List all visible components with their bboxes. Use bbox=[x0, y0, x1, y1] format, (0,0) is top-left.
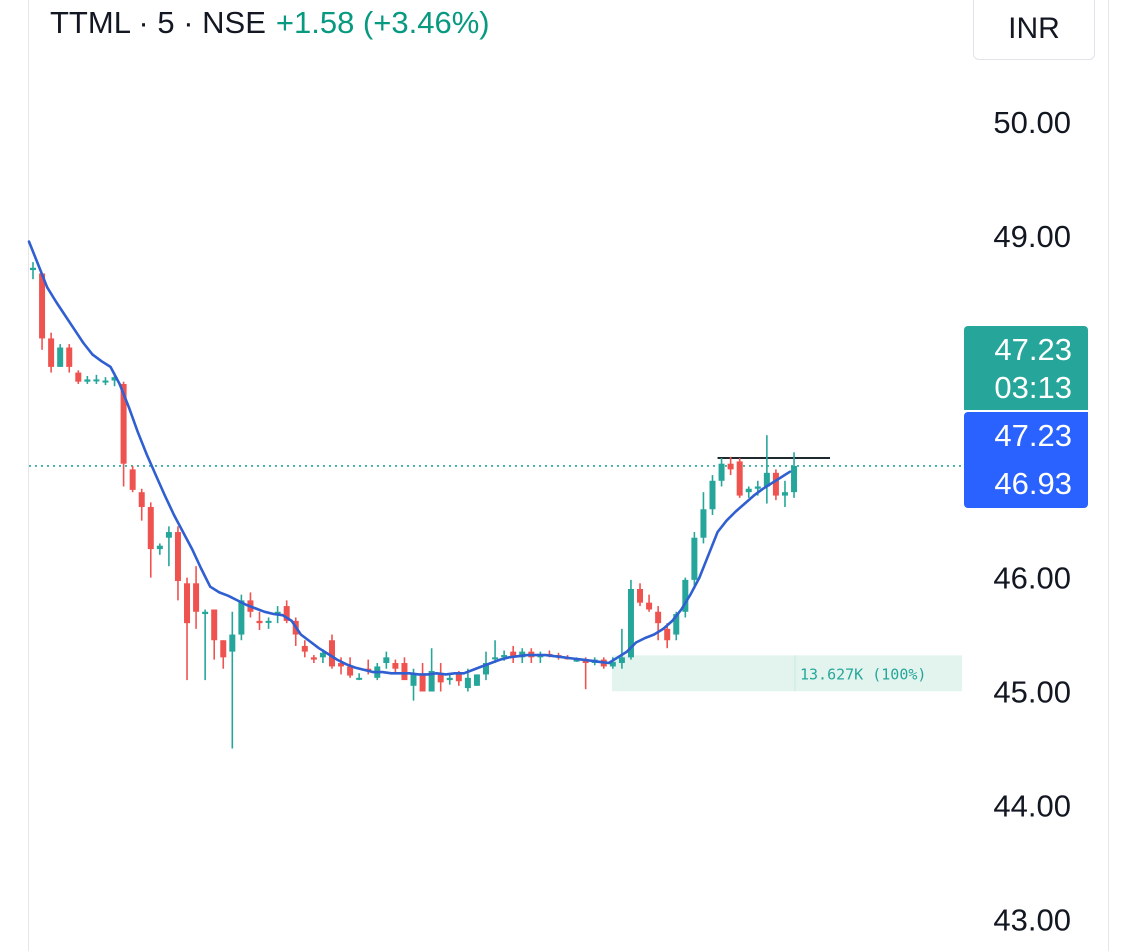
candle-body bbox=[301, 645, 308, 652]
candle-body bbox=[464, 677, 471, 689]
candle-body bbox=[138, 492, 145, 507]
symbol-line[interactable]: TTML · 5 · NSE bbox=[50, 5, 266, 40]
y-tick-label: 49.00 bbox=[993, 219, 1071, 254]
candle-body bbox=[319, 652, 326, 658]
candle-body bbox=[754, 486, 761, 489]
candle-body bbox=[283, 606, 290, 621]
candle-body bbox=[718, 463, 725, 481]
price-scale-border bbox=[1108, 0, 1109, 951]
candle-body bbox=[184, 583, 191, 624]
candle-body bbox=[356, 677, 363, 680]
candle-body bbox=[492, 657, 499, 660]
volume-profile-zone bbox=[612, 655, 962, 692]
candle-body bbox=[102, 380, 109, 383]
candle-body bbox=[328, 640, 335, 667]
candle-body bbox=[220, 640, 227, 658]
candle-body bbox=[618, 657, 625, 664]
candle-body bbox=[745, 488, 752, 493]
candle-body bbox=[165, 532, 172, 538]
candle-body bbox=[111, 377, 118, 381]
candle-body bbox=[791, 465, 798, 493]
candle-body bbox=[446, 677, 453, 681]
candle-body bbox=[655, 611, 662, 624]
moving-average-line bbox=[27, 240, 792, 676]
candle-body bbox=[238, 600, 245, 635]
candle-body bbox=[673, 614, 680, 635]
candle-body bbox=[401, 663, 408, 681]
candle-body bbox=[383, 657, 390, 664]
candle-body bbox=[75, 372, 82, 382]
last-price-value: 47.23 bbox=[994, 332, 1072, 367]
candle-body bbox=[338, 663, 345, 667]
last-price-tag: 47.23 03:13 bbox=[964, 326, 1088, 410]
candle-body bbox=[682, 579, 689, 612]
candle-body bbox=[609, 661, 616, 667]
candle-body bbox=[410, 674, 417, 686]
candle-body bbox=[120, 383, 127, 464]
candle-body bbox=[700, 509, 707, 538]
candle-body bbox=[772, 472, 779, 496]
y-tick-label: 46.00 bbox=[993, 561, 1071, 596]
crosshair-price-tag: 47.23 bbox=[964, 412, 1088, 460]
bar-countdown: 03:13 bbox=[994, 370, 1072, 405]
candle-body bbox=[66, 347, 73, 367]
candle-body bbox=[483, 663, 489, 675]
candle-body bbox=[274, 611, 281, 614]
candle-body bbox=[473, 674, 480, 686]
candle-body bbox=[637, 588, 644, 603]
candle-body bbox=[30, 267, 36, 271]
candle-body bbox=[763, 472, 770, 487]
y-tick-label: 43.00 bbox=[993, 902, 1071, 937]
candle-body bbox=[310, 657, 317, 660]
price-change: +1.58 (+3.46%) bbox=[275, 5, 490, 40]
moving-average-tag: 46.93 bbox=[964, 460, 1088, 508]
candle-body bbox=[57, 347, 64, 367]
candle-body bbox=[781, 492, 788, 496]
candle-body bbox=[510, 651, 517, 658]
left-border bbox=[28, 0, 29, 951]
candle-body bbox=[174, 532, 181, 582]
candle-body bbox=[229, 634, 236, 652]
candle-body bbox=[93, 379, 100, 382]
candle-body bbox=[573, 659, 580, 662]
candle-body bbox=[709, 480, 716, 510]
candle-body bbox=[129, 469, 136, 490]
y-tick-label: 50.00 bbox=[993, 105, 1071, 140]
candle-body bbox=[736, 461, 743, 496]
candle-body bbox=[646, 602, 653, 610]
chart-header: TTML · 5 · NSE +1.58 (+3.46%) bbox=[50, 4, 490, 42]
candle-body bbox=[627, 588, 634, 658]
candle-body bbox=[691, 537, 698, 580]
candle-body bbox=[727, 463, 734, 470]
candle-body bbox=[256, 620, 263, 624]
candle-body bbox=[202, 611, 209, 615]
candle-body bbox=[455, 674, 462, 682]
candle-body bbox=[156, 545, 163, 550]
currency-button[interactable]: INR bbox=[973, 0, 1095, 60]
candle-body bbox=[265, 620, 272, 623]
candle-body bbox=[193, 583, 200, 612]
candle-body bbox=[84, 379, 91, 382]
candle-body bbox=[347, 666, 354, 676]
candle-body bbox=[39, 273, 46, 339]
candle-body bbox=[664, 628, 671, 641]
candle-body bbox=[211, 609, 218, 641]
volume-profile-label: 13.627K (100%) bbox=[800, 665, 926, 683]
candle-body bbox=[428, 670, 435, 692]
candle-body bbox=[437, 674, 444, 683]
y-tick-label: 45.00 bbox=[993, 675, 1071, 710]
candle-body bbox=[48, 338, 55, 367]
candle-body bbox=[392, 663, 399, 669]
candle-body bbox=[501, 655, 508, 658]
y-tick-label: 44.00 bbox=[993, 788, 1071, 823]
candle-body bbox=[419, 674, 426, 692]
candle-body bbox=[147, 506, 154, 550]
